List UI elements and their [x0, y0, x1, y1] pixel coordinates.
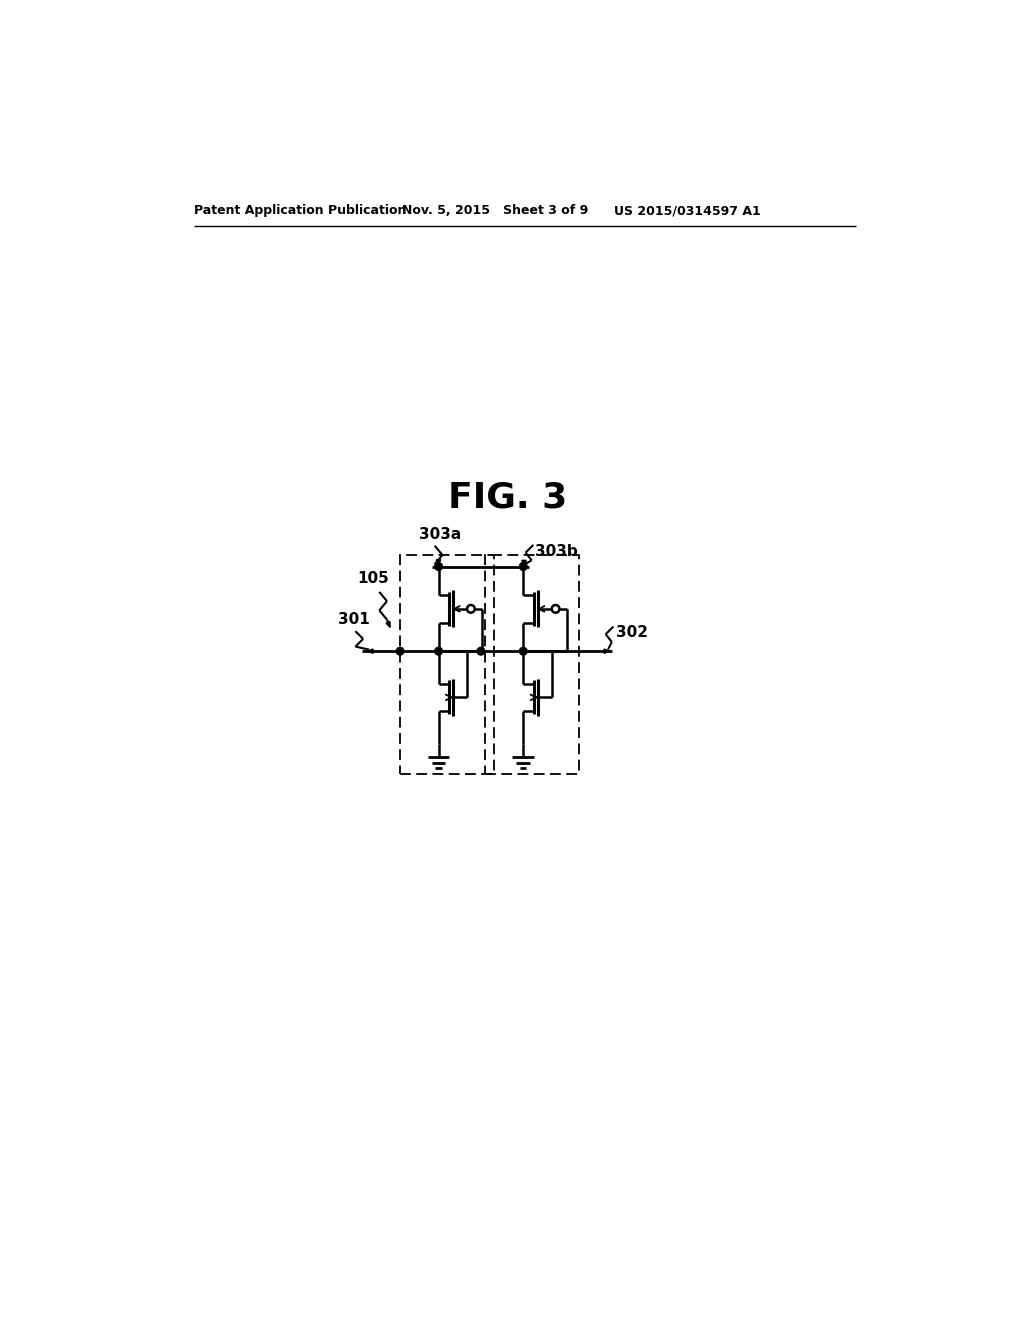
- Circle shape: [435, 647, 442, 655]
- Polygon shape: [386, 622, 390, 627]
- Bar: [400, 554, 494, 775]
- Text: 301: 301: [339, 611, 371, 627]
- Text: FIG. 3: FIG. 3: [449, 480, 567, 515]
- Text: 302: 302: [615, 626, 647, 640]
- Circle shape: [519, 562, 527, 570]
- Polygon shape: [522, 561, 526, 566]
- Polygon shape: [436, 560, 440, 565]
- Text: Patent Application Publication: Patent Application Publication: [194, 205, 407, 218]
- Text: 105: 105: [357, 570, 389, 586]
- Text: Nov. 5, 2015   Sheet 3 of 9: Nov. 5, 2015 Sheet 3 of 9: [401, 205, 588, 218]
- Circle shape: [477, 647, 484, 655]
- Circle shape: [435, 562, 442, 570]
- Text: 303b: 303b: [535, 544, 578, 558]
- Circle shape: [396, 647, 403, 655]
- Polygon shape: [368, 649, 373, 653]
- Text: 303a: 303a: [419, 527, 462, 543]
- Bar: [484, 554, 579, 775]
- Text: US 2015/0314597 A1: US 2015/0314597 A1: [614, 205, 761, 218]
- Circle shape: [519, 647, 527, 655]
- Polygon shape: [604, 649, 609, 653]
